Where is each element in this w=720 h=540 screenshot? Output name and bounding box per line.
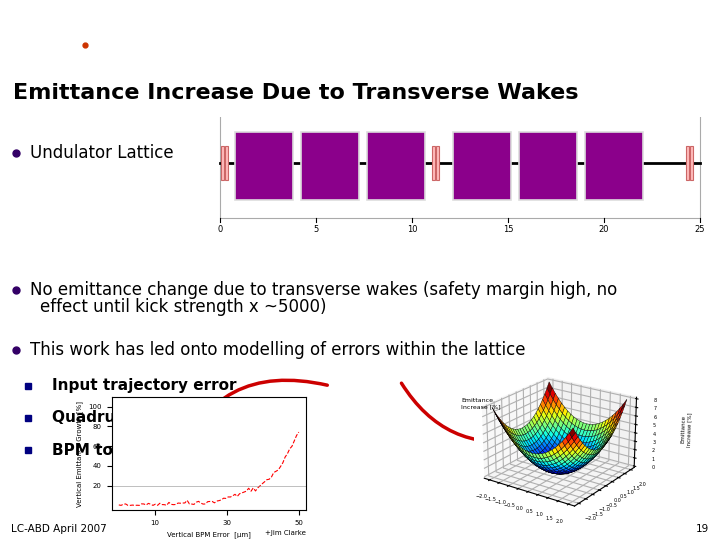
Bar	[220, 113, 700, 218]
Text: Undulator Lattice: Undulator Lattice	[30, 144, 174, 162]
Text: This work has led onto modelling of errors within the lattice: This work has led onto modelling of erro…	[30, 341, 526, 359]
Text: 25: 25	[695, 225, 706, 234]
Text: 19: 19	[696, 524, 709, 534]
Bar	[225, 146, 228, 180]
Text: ASTeC: ASTeC	[53, 25, 89, 35]
Text: 20: 20	[599, 225, 609, 234]
Bar	[436, 146, 439, 180]
Bar	[585, 132, 643, 200]
Bar	[453, 132, 511, 200]
FancyArrowPatch shape	[402, 383, 523, 446]
Text: Input trajectory error: Input trajectory error	[52, 379, 236, 393]
Bar	[690, 146, 693, 180]
Text: Quadrupole misalignments: Quadrupole misalignments	[52, 410, 283, 426]
Text: BPM to Quad misalignments: BPM to Quad misalignments	[52, 443, 294, 457]
Bar	[431, 146, 435, 180]
Text: Accelerator Science and Technology Centre: Accelerator Science and Technology Centr…	[516, 23, 713, 32]
Text: Emittance Increase Due to Transverse Wakes: Emittance Increase Due to Transverse Wak…	[13, 83, 578, 103]
Y-axis label: Vertical Emittance Growth [%]: Vertical Emittance Growth [%]	[76, 401, 83, 507]
Text: +Jim Clarke: +Jim Clarke	[265, 530, 306, 536]
Text: No emittance change due to transverse wakes (safety margin high, no: No emittance change due to transverse wa…	[30, 281, 617, 300]
FancyArrowPatch shape	[176, 380, 328, 464]
Bar	[367, 132, 425, 200]
Text: LC-ABD April 2007: LC-ABD April 2007	[11, 524, 107, 534]
Bar	[519, 132, 577, 200]
Text: Emittance
Increase [%]: Emittance Increase [%]	[461, 399, 500, 409]
Text: 0: 0	[217, 225, 222, 234]
Bar	[301, 132, 359, 200]
Text: 10: 10	[407, 225, 418, 234]
Bar	[685, 146, 689, 180]
Bar	[220, 146, 224, 180]
Text: 15: 15	[503, 225, 513, 234]
X-axis label: Vertical BPM Error  [μm]: Vertical BPM Error [μm]	[167, 531, 251, 538]
Bar	[235, 132, 293, 200]
Text: effect until kick strength x ~5000): effect until kick strength x ~5000)	[40, 299, 326, 316]
Text: 5: 5	[313, 225, 319, 234]
